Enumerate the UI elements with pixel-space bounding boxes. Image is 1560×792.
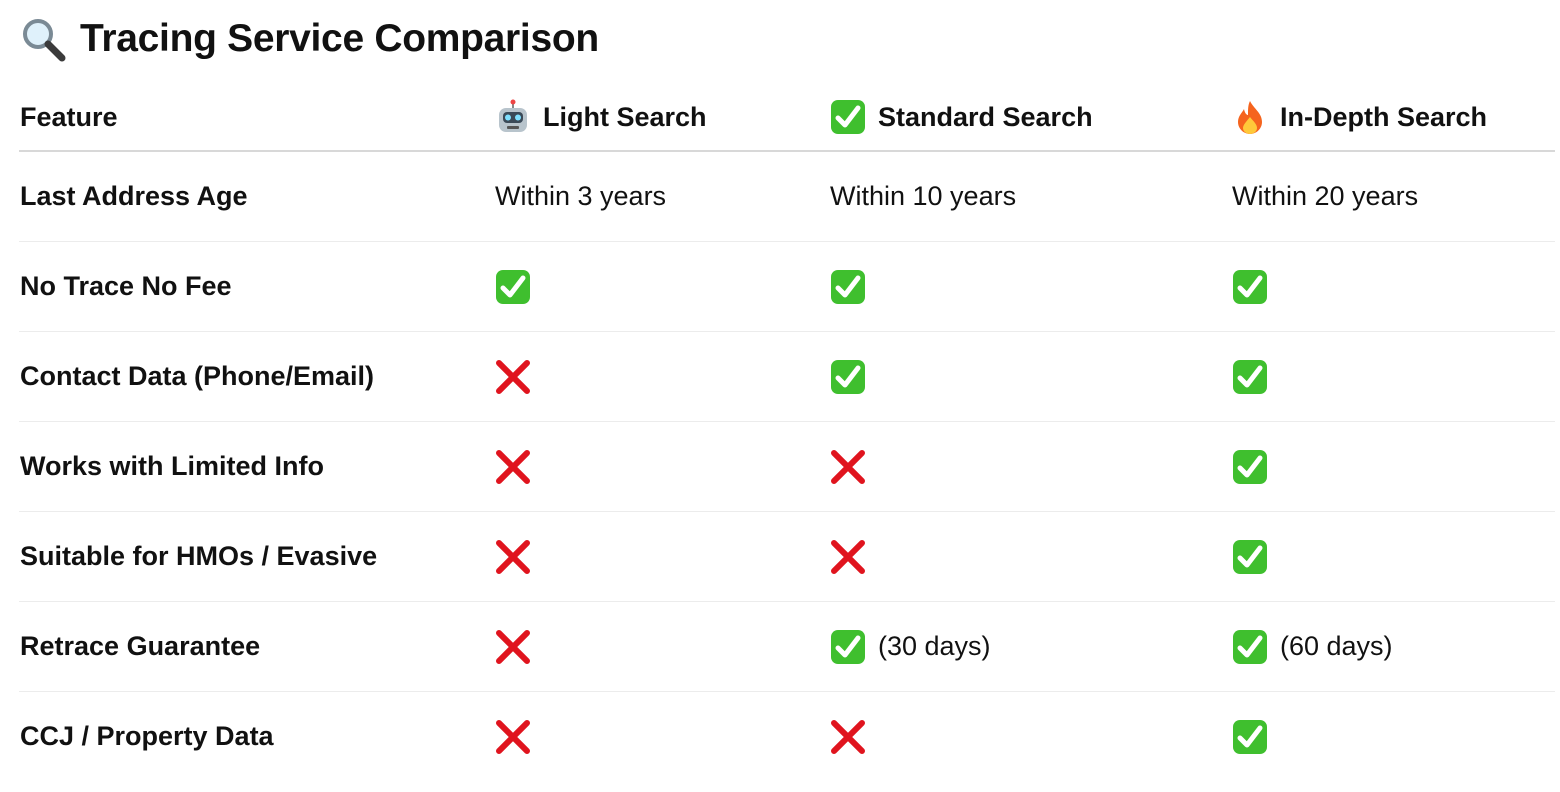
feature-label: CCJ / Property Data (20, 721, 274, 751)
table-cell: (30 days) (830, 601, 1232, 692)
table-row: No Trace No Fee (19, 241, 1555, 332)
table-cell (1232, 331, 1555, 422)
table-cell (1232, 692, 1555, 782)
table-cell (495, 601, 830, 692)
feature-label: No Trace No Fee (19, 241, 495, 332)
column-header-in-depth: In-Depth Search (1232, 84, 1555, 152)
check-icon (496, 269, 530, 304)
table-row: Works with Limited Info (19, 421, 1555, 512)
check-icon (1233, 719, 1267, 754)
check-icon (1233, 269, 1267, 304)
column-header-feature: Feature (19, 84, 495, 152)
table-cell (1232, 421, 1555, 512)
column-header-light: Light Search (495, 84, 830, 152)
feature-label: Contact Data (Phone/Email) (19, 331, 495, 422)
check-icon (1233, 629, 1267, 664)
magnifying-glass-icon (23, 19, 66, 62)
comparison-table: Feature Light Search Standard Search In-… (19, 84, 1555, 781)
table-cell (495, 421, 830, 512)
cross-icon (496, 449, 530, 484)
table-cell (495, 692, 830, 782)
cross-icon (496, 539, 530, 574)
table-cell (830, 421, 1232, 512)
column-header-standard: Standard Search (830, 84, 1232, 152)
table-cell: Within 10 years (830, 151, 1232, 242)
table-cell (830, 692, 1232, 782)
table-cell (495, 511, 830, 602)
table-row: Last Address Age Within 3 years Within 10 … (19, 151, 1555, 242)
check-icon (831, 359, 865, 394)
table-row: Suitable for HMOs / Evasive (19, 511, 1555, 602)
cell-text: Within 3 years (495, 181, 667, 211)
table-header-row: Feature Light Search Standard Search In-… (19, 84, 1555, 152)
table-row: CCJ / Property Data (19, 692, 1555, 782)
check-icon (1233, 539, 1267, 574)
table-cell (495, 241, 830, 332)
table-cell (495, 331, 830, 422)
check-icon (831, 100, 865, 134)
cell-text: (30 days) (878, 631, 991, 661)
cross-icon (831, 449, 865, 484)
table-cell (830, 511, 1232, 602)
page-title: Tracing Service Comparison (20, 14, 599, 64)
cross-icon (831, 719, 865, 754)
table-cell: Within 20 years (1232, 151, 1555, 242)
cross-icon (496, 719, 530, 754)
table-cell (830, 241, 1232, 332)
cell-text: Within 20 years (1232, 181, 1419, 211)
feature-label: Retrace Guarantee (19, 601, 495, 692)
cell-text: (60 days) (1280, 631, 1393, 661)
table-cell (830, 331, 1232, 422)
check-icon (831, 269, 865, 304)
feature-label: Last Address Age (19, 151, 495, 242)
cross-icon (831, 539, 865, 574)
fire-icon (1238, 101, 1262, 134)
table-cell: (60 days) (1232, 601, 1555, 692)
page-title-text: Tracing Service Comparison (80, 17, 599, 60)
feature-label: Suitable for HMOs / Evasive (19, 511, 495, 602)
cross-icon (496, 359, 530, 394)
table-cell (1232, 511, 1555, 602)
cell-text: Within 10 years (830, 181, 1017, 211)
check-icon (831, 629, 865, 664)
cross-icon (496, 629, 530, 664)
feature-label: Works with Limited Info (19, 421, 495, 512)
table-row: Retrace Guarantee (30 days) (60 days) (19, 601, 1555, 692)
check-icon (1233, 449, 1267, 484)
check-icon (1233, 359, 1267, 394)
robot-icon (499, 99, 527, 132)
table-cell: Within 3 years (495, 151, 830, 242)
table-cell (1232, 241, 1555, 332)
table-row: Contact Data (Phone/Email) (19, 331, 1555, 422)
